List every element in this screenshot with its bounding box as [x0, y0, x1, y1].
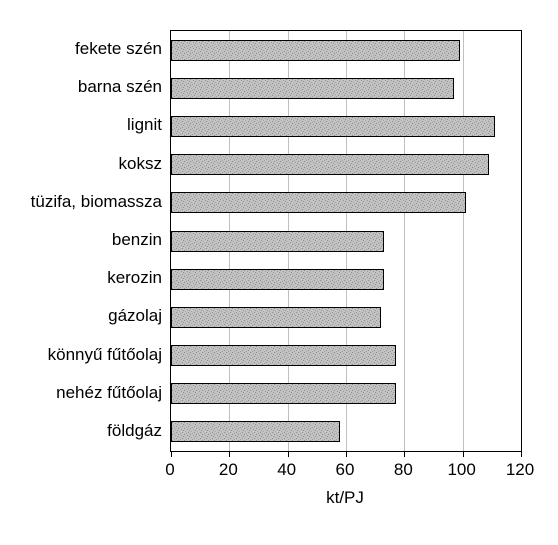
x-tick-mark [463, 451, 464, 457]
category-label: tüzifa, biomassza [31, 192, 162, 212]
bar [171, 192, 466, 213]
x-tick-label: 0 [165, 460, 174, 480]
x-tick-label: 40 [277, 460, 296, 480]
category-label: földgáz [107, 421, 162, 441]
category-label: lignit [127, 115, 162, 135]
x-tick-mark [346, 451, 347, 457]
bar [171, 231, 384, 252]
x-axis-title: kt/PJ [326, 488, 364, 508]
x-tick-mark [288, 451, 289, 457]
category-label: gázolaj [108, 306, 162, 326]
bar [171, 421, 340, 442]
bar [171, 307, 381, 328]
bar [171, 78, 454, 99]
category-label: benzin [112, 230, 162, 250]
bar [171, 40, 460, 61]
x-tick-label: 120 [506, 460, 534, 480]
x-tick-mark [171, 451, 172, 457]
bar [171, 383, 396, 404]
x-tick-label: 80 [394, 460, 413, 480]
category-label: barna szén [78, 77, 162, 97]
x-tick-mark [229, 451, 230, 457]
x-tick-mark [521, 451, 522, 457]
bar [171, 269, 384, 290]
x-tick-label: 60 [336, 460, 355, 480]
gridline [463, 31, 464, 451]
category-label: nehéz fűtőolaj [56, 383, 162, 403]
x-tick-mark [404, 451, 405, 457]
x-tick-label: 100 [447, 460, 475, 480]
bar [171, 345, 396, 366]
bar [171, 116, 495, 137]
category-label: koksz [119, 154, 162, 174]
category-label: fekete szén [75, 39, 162, 59]
chart-container: fekete szén barna szén lignit koksz tüzifa, … [0, 0, 558, 545]
x-tick-label: 20 [219, 460, 238, 480]
plot-area [170, 30, 522, 452]
category-label: könnyű fűtőolaj [48, 345, 162, 365]
category-label: kerozin [107, 268, 162, 288]
bar [171, 154, 489, 175]
